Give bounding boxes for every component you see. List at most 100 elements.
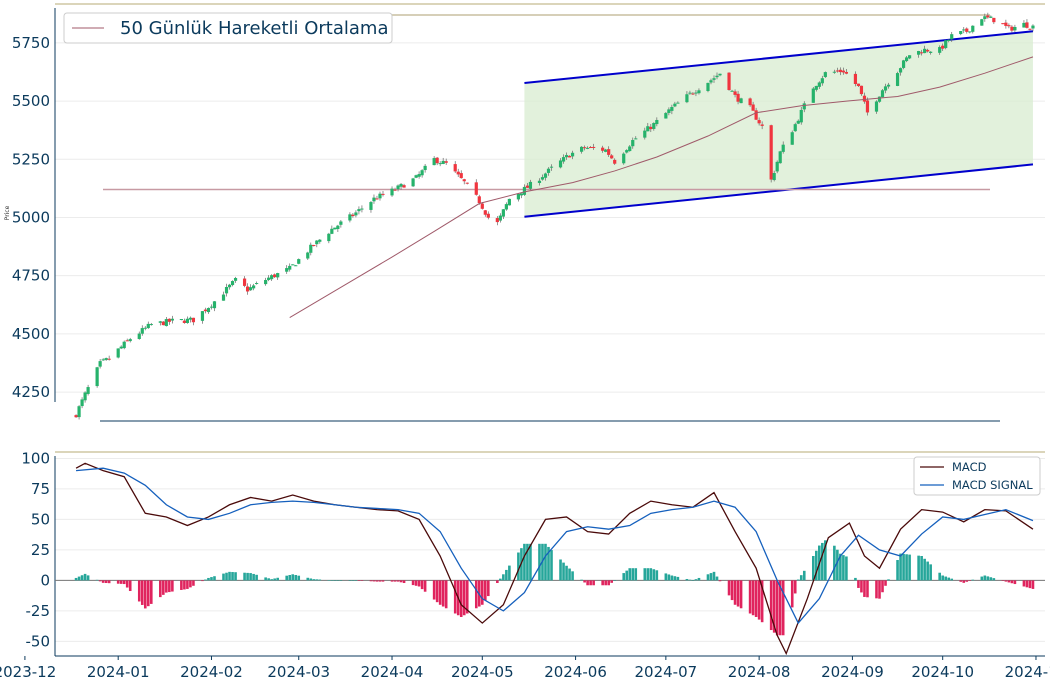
candle-body: [74, 415, 78, 418]
histogram-bar: [781, 580, 785, 636]
candle-body: [907, 55, 912, 59]
histogram-bar: [204, 579, 207, 581]
candle-body: [1025, 22, 1029, 28]
histogram-bar: [318, 579, 322, 581]
histogram-bar: [754, 580, 758, 617]
candle-body: [164, 319, 168, 327]
histogram-bar: [857, 580, 860, 588]
histogram-bar: [393, 580, 397, 582]
candle-body: [276, 273, 280, 278]
candle-body: [137, 333, 141, 339]
candle-body: [519, 193, 524, 196]
candle-body: [748, 98, 752, 106]
histogram-bar: [634, 568, 638, 581]
candle-body: [375, 198, 379, 200]
histogram-bar: [336, 580, 340, 581]
candle-body: [769, 125, 773, 180]
histogram-bar: [146, 580, 150, 607]
histogram-bar: [866, 580, 869, 598]
histogram-bar: [159, 580, 162, 598]
histogram-bar: [571, 571, 574, 581]
candle-body: [101, 359, 105, 361]
candle-body: [886, 84, 891, 87]
candle-body: [402, 185, 406, 188]
candle-body: [775, 161, 779, 172]
candle-body: [823, 72, 827, 78]
histogram-bar: [664, 573, 668, 581]
candle-body: [712, 78, 716, 80]
histogram-bar: [929, 564, 932, 581]
price-tick-label: 5500: [12, 92, 50, 110]
histogram-bar: [207, 577, 210, 581]
histogram-bar: [1022, 580, 1026, 587]
histogram-bar: [802, 570, 806, 581]
macd-tick-label: 0: [40, 571, 50, 589]
candle-body: [140, 328, 144, 334]
histogram-bar: [267, 578, 270, 581]
histogram-bar: [414, 580, 418, 586]
histogram-bar: [411, 580, 415, 586]
candle-body: [664, 113, 668, 119]
candle-body: [224, 286, 229, 294]
histogram-bar: [270, 579, 273, 581]
candle-body: [390, 188, 394, 196]
histogram-bar: [718, 580, 722, 582]
candle-body: [396, 185, 400, 190]
candle-body: [941, 45, 945, 49]
histogram-bar: [796, 579, 800, 581]
candle-body: [264, 279, 268, 285]
candle-body: [83, 392, 87, 401]
candle-body: [543, 173, 548, 178]
candle-body: [1001, 23, 1005, 25]
histogram-bar: [601, 580, 604, 586]
price-tick-label: 4750: [12, 267, 50, 285]
macd-legend: MACD MACD SIGNAL: [913, 456, 1041, 496]
histogram-bar: [523, 543, 526, 581]
candle-body: [161, 321, 165, 326]
histogram-bar: [381, 580, 385, 582]
candle-body: [351, 214, 355, 217]
candle-body: [986, 15, 990, 18]
candle-body: [790, 132, 794, 145]
candle-body: [122, 341, 126, 349]
candle-body: [898, 68, 903, 73]
candle-body: [116, 348, 120, 358]
candle-body: [772, 172, 776, 181]
histogram-bar: [790, 580, 794, 608]
histogram-bar: [333, 580, 337, 581]
histogram-bar: [676, 576, 680, 581]
histogram-bar: [950, 578, 954, 581]
histogram-bar: [610, 580, 613, 583]
histogram-bar: [225, 572, 228, 581]
candle-body: [486, 213, 490, 218]
histogram-bar: [580, 579, 583, 581]
histogram-bar: [80, 575, 84, 581]
candle-body: [270, 275, 274, 280]
histogram-bar: [243, 572, 246, 581]
histogram-bar: [432, 580, 436, 600]
candle-body: [86, 387, 90, 394]
candle-body: [378, 193, 382, 199]
candle-body: [959, 31, 963, 35]
candle-body: [230, 281, 235, 286]
candle-body: [1031, 25, 1035, 29]
histogram-bar: [547, 546, 550, 581]
histogram-bar: [487, 580, 490, 597]
candle-body: [604, 149, 608, 152]
candle-body: [465, 182, 469, 184]
candle-body: [333, 227, 337, 230]
histogram-bar: [748, 580, 752, 614]
candle-body: [856, 83, 861, 86]
histogram-bar: [631, 568, 635, 581]
histogram-bar: [670, 575, 674, 581]
histogram-bar: [95, 579, 99, 581]
histogram-bar: [378, 580, 382, 582]
candle-body: [667, 109, 671, 113]
macd-panel: -50 -25 0 25 50 75 100: [21, 449, 1045, 657]
histogram-bar: [499, 578, 502, 581]
histogram-bar: [905, 554, 908, 581]
histogram-bar: [246, 572, 249, 581]
histogram-bar: [201, 580, 204, 582]
histogram-bar: [168, 580, 171, 593]
histogram-bar: [959, 580, 963, 582]
